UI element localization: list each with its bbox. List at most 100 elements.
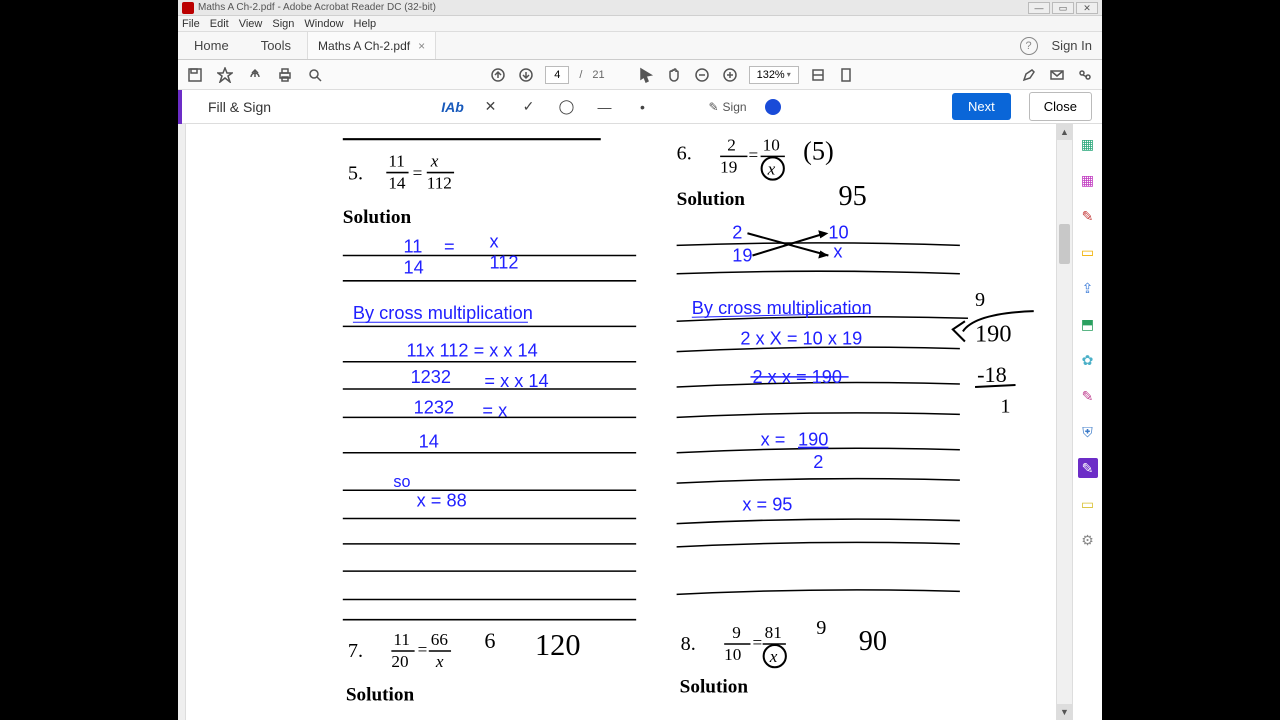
sign-in-link[interactable]: Sign In bbox=[1052, 38, 1092, 53]
nav-home[interactable]: Home bbox=[178, 32, 245, 59]
menubar: File Edit View Sign Window Help bbox=[178, 16, 1102, 32]
q6-fbl: 19 bbox=[720, 158, 737, 177]
dot-tool-icon[interactable]: • bbox=[632, 97, 652, 117]
fill-sign-side-icon[interactable]: ✎ bbox=[1078, 458, 1098, 478]
maximize-button[interactable]: ▭ bbox=[1052, 2, 1074, 14]
sign-label: Sign bbox=[723, 100, 747, 114]
sign-tool[interactable]: ✎ Sign bbox=[708, 100, 746, 114]
share-pdf-icon[interactable]: ⇪ bbox=[1078, 278, 1098, 298]
menu-edit[interactable]: Edit bbox=[210, 18, 229, 30]
hand-pan-icon[interactable] bbox=[665, 66, 683, 84]
fit-page-icon[interactable] bbox=[837, 66, 855, 84]
scroll-down-icon[interactable]: ▼ bbox=[1057, 704, 1072, 720]
q6-number: 6. bbox=[677, 142, 692, 164]
save-icon[interactable] bbox=[186, 66, 204, 84]
star-icon[interactable] bbox=[216, 66, 234, 84]
page-down-icon[interactable] bbox=[517, 66, 535, 84]
q6-side-190: 190 bbox=[975, 321, 1011, 348]
q5-l1eq: = bbox=[444, 236, 455, 256]
next-button[interactable]: Next bbox=[952, 93, 1011, 120]
menu-view[interactable]: View bbox=[239, 18, 263, 30]
organize-icon[interactable]: ✿ bbox=[1078, 350, 1098, 370]
export-pdf-icon[interactable]: ⬒ bbox=[1078, 314, 1098, 334]
compress-icon[interactable]: ✎ bbox=[1078, 386, 1098, 406]
menu-file[interactable]: File bbox=[182, 18, 200, 30]
zoom-select[interactable]: 132% bbox=[749, 66, 799, 84]
q6-side-1: 1 bbox=[1000, 395, 1010, 417]
edit-pdf-icon[interactable]: ✎ bbox=[1078, 206, 1098, 226]
more-tools-icon[interactable]: ⚙ bbox=[1078, 530, 1098, 550]
scroll-up-icon[interactable]: ▲ bbox=[1057, 124, 1072, 140]
q6-ftl: 2 bbox=[727, 135, 736, 154]
q6-side-9: 9 bbox=[975, 289, 985, 311]
q7-ftl: 11 bbox=[393, 630, 410, 649]
q7-eq: = bbox=[418, 640, 428, 659]
help-icon[interactable]: ? bbox=[1020, 37, 1038, 55]
fill-sign-toolbar: Fill & Sign IAb ✕ ✓ ◯ — • ✎ Sign Next Cl… bbox=[178, 90, 1102, 124]
combine-files-icon[interactable]: ▦ bbox=[1078, 170, 1098, 190]
upload-icon[interactable] bbox=[246, 66, 264, 84]
zoom-out-icon[interactable] bbox=[693, 66, 711, 84]
menu-help[interactable]: Help bbox=[354, 18, 377, 30]
q6-fbr: x bbox=[767, 160, 776, 179]
q7-ftr: 66 bbox=[431, 630, 449, 649]
q7-number: 7. bbox=[348, 640, 363, 662]
q6-ctr: 10 bbox=[828, 222, 848, 242]
menu-sign[interactable]: Sign bbox=[272, 18, 294, 30]
mail-icon[interactable] bbox=[1048, 66, 1066, 84]
page-number-input[interactable] bbox=[545, 66, 569, 84]
q5-frac-br: 112 bbox=[427, 174, 452, 193]
q5-l4b: = x x 14 bbox=[484, 371, 548, 391]
q5-l3: 11x 112 = x x 14 bbox=[407, 341, 538, 361]
q6-cbr: x bbox=[833, 242, 842, 262]
menu-window[interactable]: Window bbox=[304, 18, 343, 30]
nav-tools[interactable]: Tools bbox=[245, 32, 307, 59]
q7-fbl: 20 bbox=[391, 652, 408, 671]
search-icon[interactable] bbox=[306, 66, 324, 84]
protect-icon[interactable]: ⛨ bbox=[1078, 422, 1098, 442]
q6-l3c: 2 bbox=[813, 452, 823, 472]
q6-l1: 2 x X = 10 x 19 bbox=[740, 329, 862, 349]
close-button[interactable]: Close bbox=[1029, 92, 1092, 121]
q5-l4a: 1232 bbox=[411, 367, 451, 387]
circle-tool-icon[interactable]: ◯ bbox=[556, 97, 576, 117]
q5-l1b: x bbox=[489, 231, 498, 251]
document-tab[interactable]: Maths A Ch-2.pdf × bbox=[307, 32, 436, 59]
page-up-icon[interactable] bbox=[489, 66, 507, 84]
scroll-thumb[interactable] bbox=[1059, 224, 1070, 264]
close-window-button[interactable]: ✕ bbox=[1076, 2, 1098, 14]
print-icon[interactable] bbox=[276, 66, 294, 84]
right-tool-panel: ▦ ▦ ✎ ▭ ⇪ ⬒ ✿ ✎ ⛨ ✎ ▭ ⚙ bbox=[1072, 124, 1102, 720]
q5-so: so bbox=[393, 473, 410, 491]
document-page[interactable]: 5. 11 14 = x 112 Solution bbox=[186, 124, 1056, 720]
titlebar: Maths A Ch-2.pdf - Adobe Acrobat Reader … bbox=[178, 0, 1102, 16]
text-tool-icon[interactable]: IAb bbox=[442, 97, 462, 117]
create-pdf-icon[interactable]: ▦ bbox=[1078, 134, 1098, 154]
fill-sign-accent bbox=[178, 90, 182, 124]
zoom-in-icon[interactable] bbox=[721, 66, 739, 84]
vertical-scrollbar[interactable]: ▲ ▼ bbox=[1056, 124, 1072, 720]
close-tab-icon[interactable]: × bbox=[418, 39, 425, 53]
fit-width-icon[interactable] bbox=[809, 66, 827, 84]
q6-l3a: x = bbox=[761, 430, 786, 450]
annotate-icon[interactable] bbox=[1020, 66, 1038, 84]
minimize-button[interactable]: — bbox=[1028, 2, 1050, 14]
stamp-icon[interactable]: ▭ bbox=[1078, 494, 1098, 514]
q5-ans: x = 88 bbox=[417, 490, 467, 510]
q5-eq: = bbox=[413, 164, 423, 183]
select-arrow-icon[interactable] bbox=[637, 66, 655, 84]
checkmark-tool-icon[interactable]: ✓ bbox=[518, 97, 538, 117]
q8-fbr: x bbox=[769, 647, 778, 666]
window-title: Maths A Ch-2.pdf - Adobe Acrobat Reader … bbox=[198, 2, 1028, 13]
q7-fbr: x bbox=[435, 652, 444, 671]
q6-solution-label: Solution bbox=[677, 189, 746, 210]
left-gutter-handle[interactable] bbox=[178, 124, 186, 720]
q6-cbl: 19 bbox=[732, 246, 752, 266]
share-icon[interactable] bbox=[1076, 66, 1094, 84]
main-toolbar: / 21 132% bbox=[178, 60, 1102, 90]
line-tool-icon[interactable]: — bbox=[594, 97, 614, 117]
x-mark-tool-icon[interactable]: ✕ bbox=[480, 97, 500, 117]
annotation-color-swatch[interactable] bbox=[765, 99, 781, 115]
q8-eq: = bbox=[753, 633, 763, 652]
comment-icon[interactable]: ▭ bbox=[1078, 242, 1098, 262]
